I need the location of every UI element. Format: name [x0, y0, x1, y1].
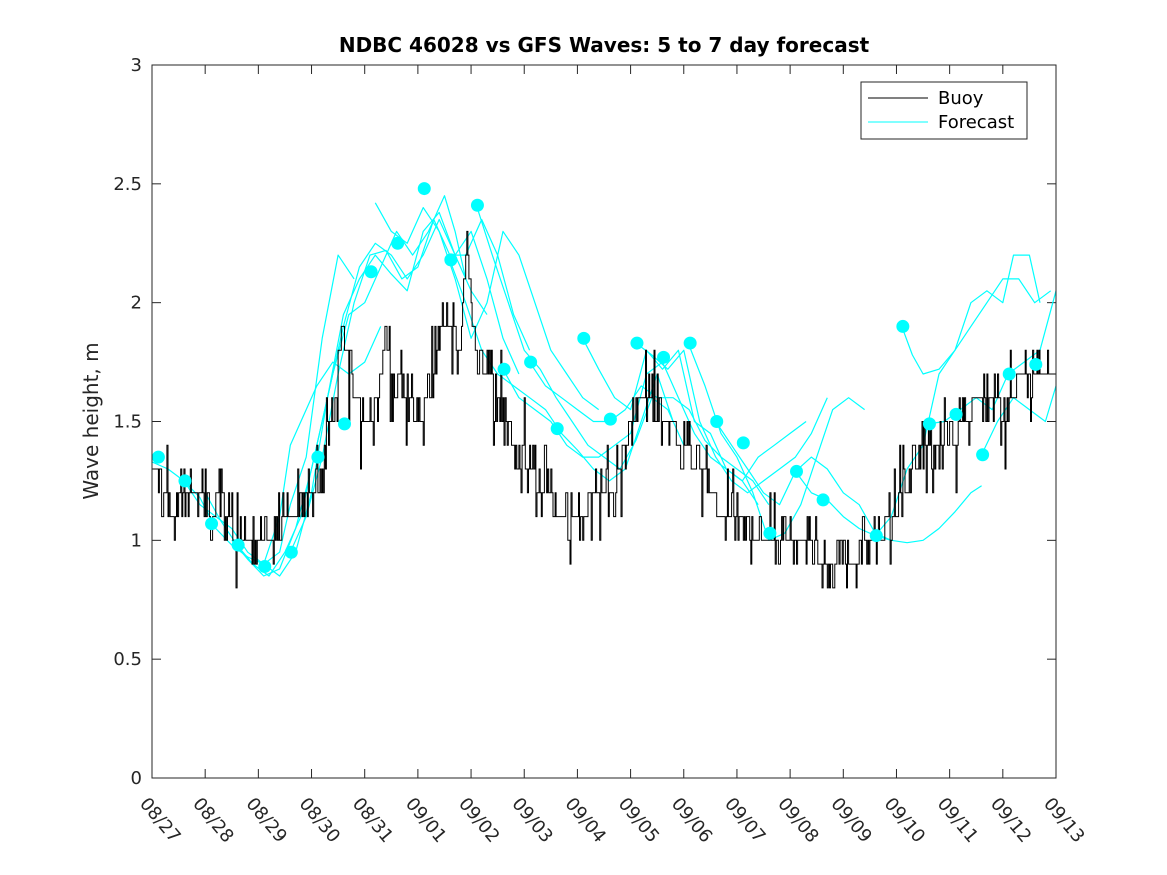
forecast-start-dot — [524, 355, 538, 369]
forecast-start-dot — [736, 436, 750, 450]
forecast-line — [874, 278, 1052, 536]
forecast-start-dot — [657, 350, 671, 364]
forecast-line — [475, 205, 685, 470]
forecast-start-dot — [763, 526, 777, 540]
forecast-line — [901, 254, 1041, 375]
y-tick-label: 1 — [131, 530, 142, 551]
legend: Buoy Forecast — [860, 81, 1028, 140]
forecast-line — [289, 218, 531, 553]
y-tick-label: 1.5 — [113, 412, 142, 433]
forecast-start-dot — [976, 448, 990, 462]
y-tick-label: 3 — [131, 55, 142, 76]
forecast-line — [582, 338, 807, 482]
forecast-start-dot — [258, 559, 272, 573]
forecast-start-dot — [683, 336, 697, 350]
forecast-line — [183, 326, 382, 565]
forecast-start-dot — [630, 336, 644, 350]
forecast-start-dot — [577, 331, 591, 345]
forecast-start-dot — [922, 417, 936, 431]
forecast-start-dot — [417, 182, 431, 196]
forecast-start-dot — [284, 545, 298, 559]
forecast-start-dot — [1029, 357, 1043, 371]
forecast-start-dot — [311, 450, 325, 464]
buoy-line — [152, 230, 1056, 589]
forecast-start-points — [151, 182, 1043, 573]
forecast-start-dot — [231, 538, 245, 552]
forecast-start-dot — [896, 319, 910, 333]
forecast-start-dot — [710, 415, 724, 428]
forecast-start-dot — [816, 493, 830, 507]
forecast-start-dot — [337, 417, 351, 431]
forecast-start-dot — [869, 529, 883, 543]
buoy-series-line — [152, 230, 1056, 589]
forecast-start-dot — [497, 362, 511, 376]
forecast-line — [374, 202, 600, 411]
legend-forecast-label: Forecast — [938, 112, 1014, 133]
y-tick-label: 2.5 — [113, 174, 142, 195]
forecast-start-dot — [949, 407, 963, 421]
forecast-line — [263, 211, 520, 577]
forecast-line — [928, 290, 1057, 425]
y-tick-label: 2 — [131, 293, 142, 314]
y-axis-label: Wave height, m — [79, 342, 103, 499]
forecast-start-dot — [444, 253, 458, 267]
legend-buoy-label: Buoy — [938, 88, 984, 109]
y-tick-label: 0.5 — [113, 649, 142, 670]
forecast-line — [981, 385, 1057, 456]
forecast-start-dot — [470, 198, 484, 212]
forecast-start-dot — [178, 474, 192, 488]
chart-title: NDBC 46028 vs GFS Waves: 5 to 7 day fore… — [339, 33, 870, 57]
y-tick-label: 0 — [131, 768, 142, 789]
forecast-line — [502, 361, 759, 506]
forecast-start-dot — [205, 517, 219, 531]
forecast-start-dot — [789, 464, 803, 478]
forecast-start-dot — [151, 450, 165, 464]
legend-box — [860, 81, 1028, 140]
forecast-line — [231, 218, 488, 577]
axes-box — [151, 64, 1057, 779]
forecast-start-dot — [364, 265, 378, 279]
forecast-line — [635, 342, 828, 494]
forecast-start-dot — [1002, 367, 1016, 381]
forecast-start-dot — [603, 412, 617, 426]
forecast-start-dot — [391, 236, 405, 250]
forecast-start-dot — [550, 422, 564, 436]
forecast-line — [715, 421, 892, 541]
